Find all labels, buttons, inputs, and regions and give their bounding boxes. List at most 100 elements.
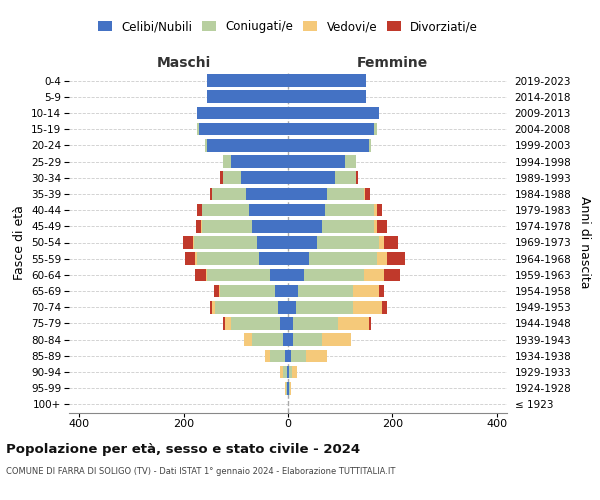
Bar <box>322 220 374 232</box>
Bar <box>185 252 195 265</box>
Bar <box>374 123 377 136</box>
Bar <box>223 317 226 330</box>
Bar <box>290 382 291 394</box>
Bar <box>197 252 259 265</box>
Bar <box>288 285 298 298</box>
Bar <box>288 172 335 184</box>
Bar <box>212 188 246 200</box>
Bar <box>220 285 275 298</box>
Bar <box>223 172 241 184</box>
Bar <box>317 236 379 249</box>
Bar <box>365 188 370 200</box>
Bar <box>382 301 387 314</box>
Bar <box>195 268 206 281</box>
Bar <box>283 334 288 346</box>
Bar <box>278 301 288 314</box>
Bar <box>288 204 325 216</box>
Bar <box>207 74 288 87</box>
Bar <box>288 268 304 281</box>
Bar <box>194 236 257 249</box>
Text: COMUNE DI FARRA DI SOLIGO (TV) - Dati ISTAT 1° gennaio 2024 - Elaborazione TUTTI: COMUNE DI FARRA DI SOLIGO (TV) - Dati IS… <box>6 468 395 476</box>
Bar <box>210 301 212 314</box>
Bar <box>219 285 220 298</box>
Bar <box>286 382 287 394</box>
Y-axis label: Anni di nascita: Anni di nascita <box>578 196 591 288</box>
Bar <box>385 268 400 281</box>
Bar <box>290 350 306 362</box>
Bar <box>280 366 283 378</box>
Bar <box>241 172 288 184</box>
Bar <box>288 155 346 168</box>
Bar <box>202 204 249 216</box>
Bar <box>288 366 289 378</box>
Bar <box>385 236 398 249</box>
Bar <box>199 123 288 136</box>
Bar <box>197 106 288 120</box>
Bar <box>353 301 382 314</box>
Bar <box>201 220 202 232</box>
Bar <box>249 204 288 216</box>
Bar <box>265 350 270 362</box>
Bar <box>293 317 338 330</box>
Bar <box>369 317 371 330</box>
Bar <box>292 366 297 378</box>
Bar <box>270 268 288 281</box>
Bar <box>287 366 288 378</box>
Legend: Celibi/Nubili, Coniugati/e, Vedovi/e, Divorziati/e: Celibi/Nubili, Coniugati/e, Vedovi/e, Di… <box>93 16 483 38</box>
Bar <box>288 350 290 362</box>
Bar <box>379 236 385 249</box>
Bar <box>230 155 288 168</box>
Bar <box>369 139 371 151</box>
Text: Maschi: Maschi <box>157 56 211 70</box>
Bar <box>196 220 201 232</box>
Y-axis label: Fasce di età: Fasce di età <box>13 205 26 280</box>
Bar <box>374 220 377 232</box>
Bar <box>220 172 223 184</box>
Bar <box>288 301 296 314</box>
Bar <box>288 90 366 103</box>
Bar <box>246 188 288 200</box>
Bar <box>289 366 292 378</box>
Bar <box>206 268 207 281</box>
Bar <box>207 90 288 103</box>
Bar <box>288 317 293 330</box>
Bar <box>195 252 197 265</box>
Bar <box>280 317 288 330</box>
Bar <box>377 220 387 232</box>
Bar <box>288 106 379 120</box>
Bar <box>251 334 283 346</box>
Bar <box>244 334 251 346</box>
Bar <box>207 139 288 151</box>
Bar <box>296 301 353 314</box>
Bar <box>293 334 322 346</box>
Bar <box>335 172 356 184</box>
Bar <box>364 268 385 281</box>
Bar <box>327 188 364 200</box>
Bar <box>309 252 377 265</box>
Bar <box>283 366 287 378</box>
Bar <box>193 236 194 249</box>
Bar <box>205 139 207 151</box>
Bar <box>322 334 350 346</box>
Bar <box>288 123 374 136</box>
Bar <box>353 285 379 298</box>
Bar <box>364 188 365 200</box>
Bar <box>379 285 385 298</box>
Bar <box>377 252 387 265</box>
Bar <box>215 301 278 314</box>
Bar <box>288 220 322 232</box>
Bar <box>374 204 377 216</box>
Bar <box>182 236 193 249</box>
Bar <box>259 252 288 265</box>
Bar <box>202 220 251 232</box>
Bar <box>226 317 230 330</box>
Bar <box>346 155 356 168</box>
Bar <box>207 268 270 281</box>
Bar <box>285 382 286 394</box>
Bar <box>210 188 212 200</box>
Bar <box>223 155 230 168</box>
Bar <box>230 317 280 330</box>
Bar <box>288 139 369 151</box>
Bar <box>288 74 366 87</box>
Bar <box>288 188 327 200</box>
